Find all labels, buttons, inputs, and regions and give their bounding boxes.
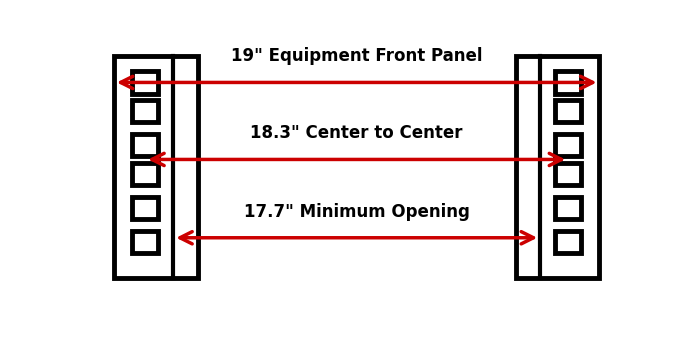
Bar <box>555 231 581 253</box>
Bar <box>555 134 581 156</box>
Bar <box>555 197 581 219</box>
Bar <box>555 100 581 122</box>
Bar <box>132 71 158 94</box>
Text: 18.3" Center to Center: 18.3" Center to Center <box>251 124 463 142</box>
Bar <box>132 100 158 122</box>
Bar <box>132 163 158 185</box>
Bar <box>132 134 158 156</box>
Bar <box>132 197 158 219</box>
Bar <box>555 163 581 185</box>
Bar <box>114 56 198 278</box>
Bar <box>555 71 581 94</box>
Bar <box>516 56 599 278</box>
Bar <box>132 231 158 253</box>
Text: 19" Equipment Front Panel: 19" Equipment Front Panel <box>231 47 482 65</box>
Text: 17.7" Minimum Opening: 17.7" Minimum Opening <box>244 203 470 221</box>
